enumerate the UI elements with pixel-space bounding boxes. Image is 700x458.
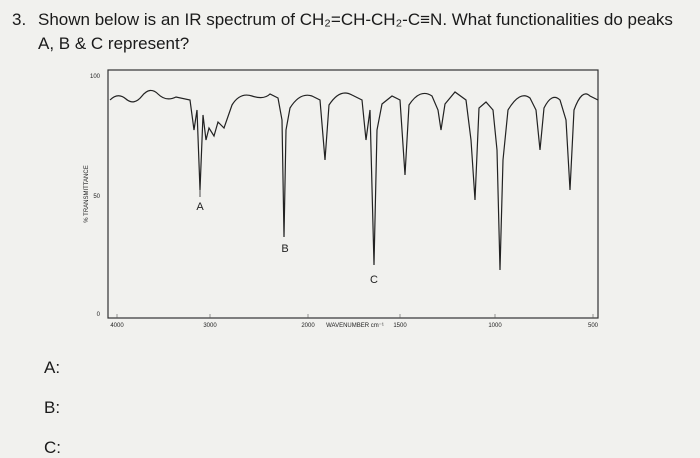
y-tick-label: 0 xyxy=(97,312,101,318)
peak-label: B xyxy=(281,243,288,255)
answer-label: B: xyxy=(44,398,61,417)
peak-label: C xyxy=(370,274,378,286)
question-number: 3. xyxy=(12,10,27,29)
peak-label: A xyxy=(196,201,204,213)
x-tick-label: 1000 xyxy=(488,323,502,329)
question-line: Shown below is an IR spectrum of CH₂=CH-… xyxy=(38,10,673,29)
x-tick-label: 3000 xyxy=(203,323,217,329)
answer-label: C: xyxy=(44,438,61,457)
spectrum-curve xyxy=(109,89,599,271)
y-tick-label: 100 xyxy=(90,74,101,80)
plot-frame xyxy=(107,69,599,319)
x-tick-label: 1500 xyxy=(393,323,407,329)
question-line: A, B & C represent? xyxy=(38,34,190,53)
x-tick-label: 500 xyxy=(588,323,599,329)
answer-label: A: xyxy=(44,358,61,377)
x-tick-label: 2000 xyxy=(301,323,315,329)
y-tick-label: 50 xyxy=(93,194,100,200)
x-axis-label: WAVENUMBER cm⁻¹ xyxy=(326,323,384,329)
x-tick-label: 4000 xyxy=(110,323,124,329)
minor-ticks xyxy=(116,314,594,318)
y-axis-label: % TRANSMITTANCE xyxy=(84,165,90,222)
